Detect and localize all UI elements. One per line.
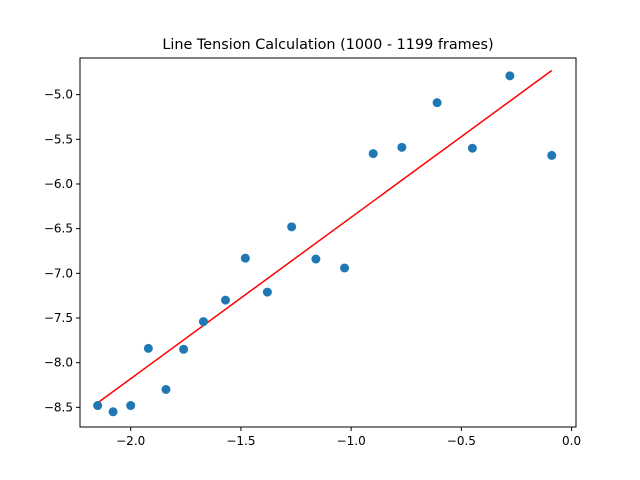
fit-line: [97, 69, 553, 404]
data-point: [368, 149, 378, 159]
data-point: [108, 407, 118, 417]
data-point: [340, 263, 350, 273]
data-point: [240, 253, 250, 263]
chart-title: Line Tension Calculation (1000 - 1199 fr…: [162, 37, 493, 53]
data-point: [432, 98, 442, 108]
data-point: [143, 343, 153, 353]
fit-line-layer: [97, 69, 553, 404]
data-point: [126, 401, 136, 411]
plot-area-frame: [79, 57, 577, 428]
x-tick-label: −0.5: [447, 434, 476, 448]
data-point: [161, 384, 171, 394]
x-tick-label: −1.5: [226, 434, 255, 448]
y-tick-label: −8.0: [44, 356, 73, 370]
data-point: [287, 222, 297, 232]
data-point: [397, 142, 407, 152]
data-point: [467, 143, 477, 153]
x-axis-ticks: −2.0 −1.5 −1.0 −0.5 0.0: [116, 427, 581, 448]
data-point: [198, 317, 208, 327]
data-point: [220, 295, 230, 305]
y-tick-label: −6.5: [44, 222, 73, 236]
x-tick-label: 0.0: [562, 434, 581, 448]
y-tick-label: −6.0: [44, 177, 73, 191]
data-point: [311, 254, 321, 264]
data-point: [179, 344, 189, 354]
y-tick-label: −5.0: [44, 88, 73, 102]
x-tick-label: −2.0: [116, 434, 145, 448]
y-axis-ticks: −8.5 −8.0 −7.5 −7.0 −6.5 −6.0 −5.5 −5.0: [44, 88, 80, 414]
y-tick-label: −8.5: [44, 400, 73, 414]
data-point: [262, 287, 272, 297]
data-point: [93, 401, 103, 411]
y-tick-label: −7.5: [44, 311, 73, 325]
x-tick-label: −1.0: [337, 434, 366, 448]
data-points-layer: [93, 71, 557, 417]
data-point: [547, 150, 557, 160]
data-point: [505, 71, 515, 81]
y-tick-label: −7.0: [44, 266, 73, 280]
y-tick-label: −5.5: [44, 132, 73, 146]
